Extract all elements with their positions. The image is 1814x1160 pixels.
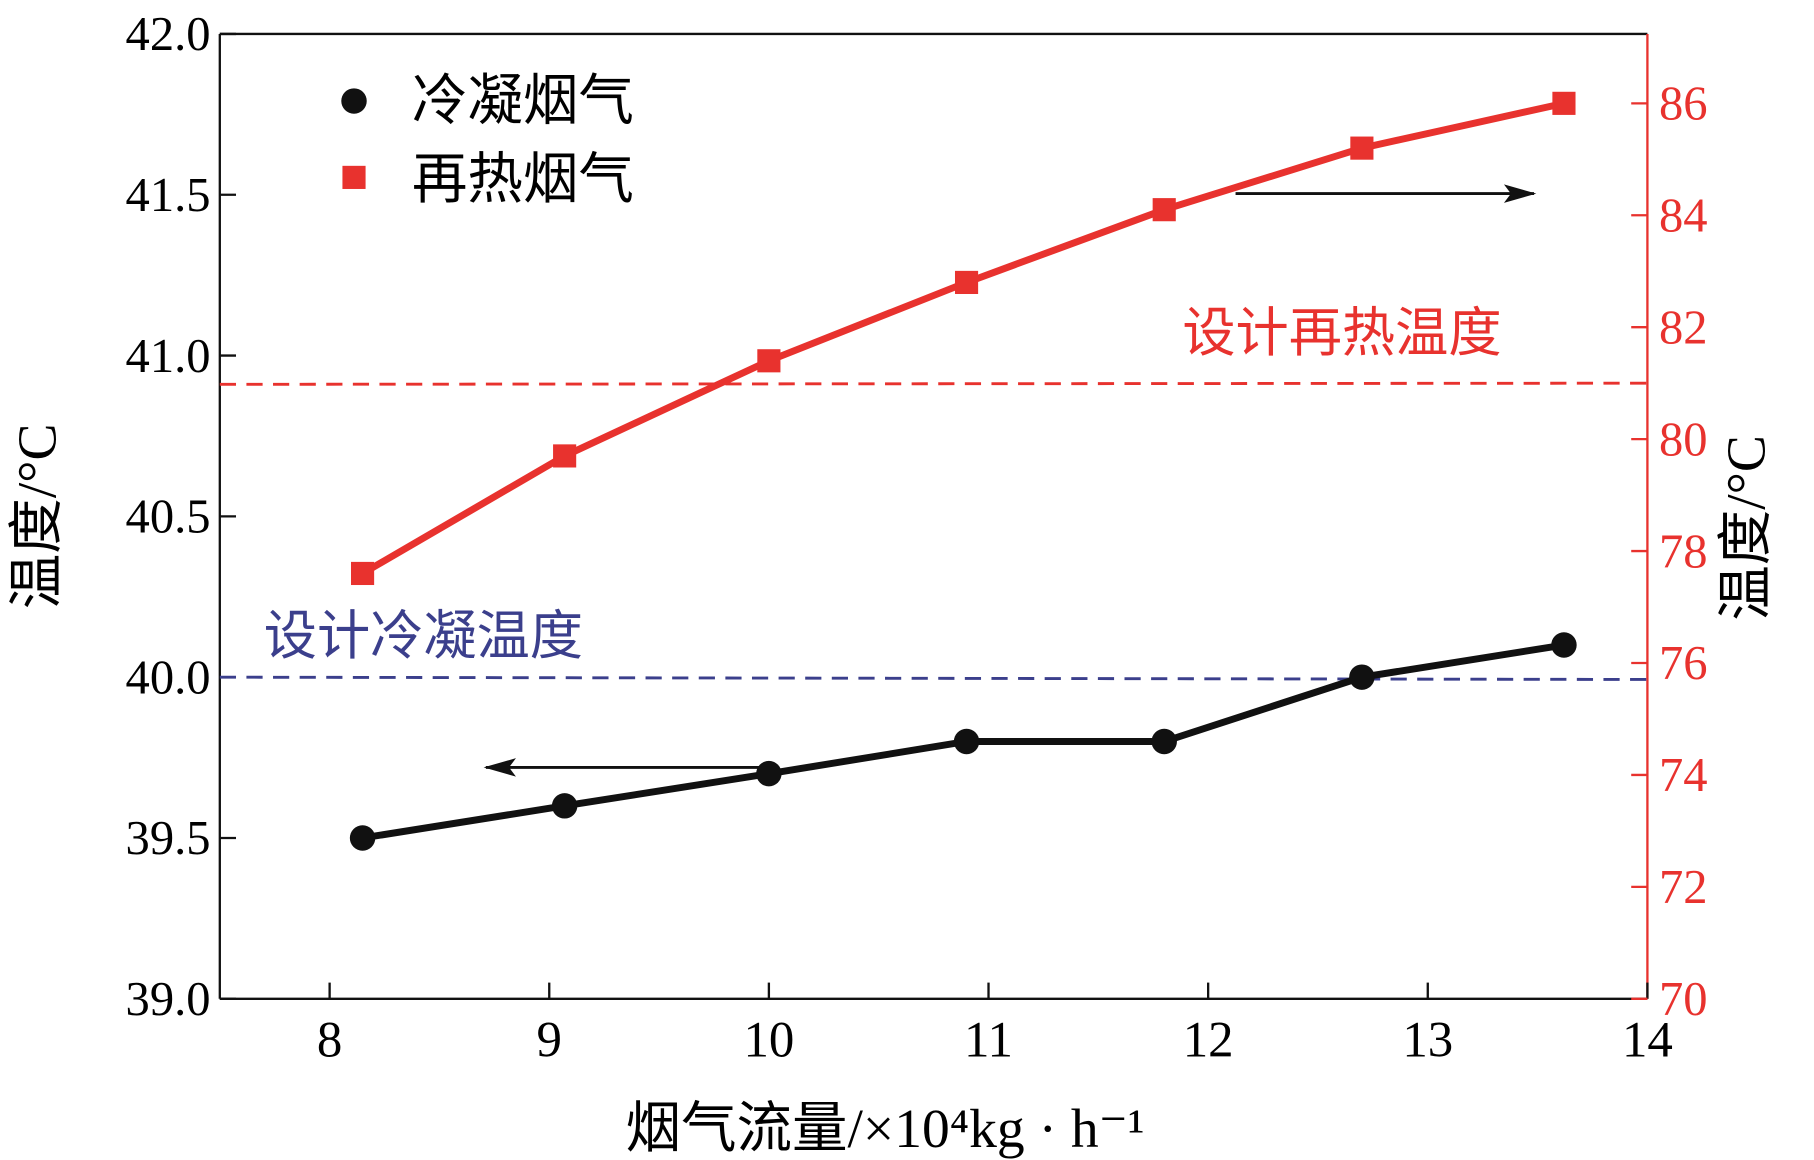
- x-tick-label: 8: [317, 1013, 342, 1069]
- y-left-tick-label: 39.5: [126, 811, 211, 865]
- y-right-tick-label: 74: [1659, 748, 1708, 802]
- condensed-point: [1151, 728, 1177, 755]
- design-reheat-line: [219, 381, 1648, 386]
- y-axis-label-left: 温度/°C: [8, 424, 69, 610]
- reheated-point: [1552, 91, 1576, 115]
- legend-label-condensed: 冷凝烟气: [412, 72, 634, 133]
- design-condense-label: 设计冷凝温度: [264, 607, 583, 666]
- condensed-point: [1349, 664, 1375, 690]
- y-left-tick-label: 40.0: [126, 650, 211, 704]
- x-tick-label: 9: [537, 1013, 562, 1069]
- x-axis-label: 烟气流量/×10⁴kg · h⁻¹: [625, 1099, 1144, 1160]
- x-tick-label: 10: [743, 1013, 794, 1069]
- x-tick-label: 11: [964, 1013, 1013, 1069]
- design-reheat-label: 设计再热温度: [1182, 304, 1501, 363]
- condensed-point: [953, 728, 980, 755]
- condensed-point: [551, 793, 578, 819]
- y-left-tick-label: 41.5: [126, 168, 211, 222]
- x-tick-label: 13: [1402, 1013, 1453, 1069]
- legend-label-reheated: 再热烟气: [412, 150, 634, 211]
- y-right-tick-label: 70: [1659, 972, 1708, 1026]
- x-tick-label: 12: [1183, 1013, 1234, 1069]
- y-axis-label-right: 温度/°C: [1716, 435, 1777, 621]
- y-right-tick-label: 82: [1659, 300, 1708, 354]
- condensed-point: [349, 825, 376, 851]
- y-right-tick-label: 78: [1659, 524, 1708, 578]
- legend-marker-reheated: [342, 165, 366, 189]
- left-arrow-head: [483, 758, 516, 777]
- condensed-point: [1551, 632, 1577, 658]
- x-tick-label: 14: [1622, 1013, 1673, 1069]
- reheated-point: [757, 349, 781, 373]
- condensed-point: [756, 760, 782, 787]
- reheated-point: [1152, 198, 1176, 222]
- y-left-tick-label: 40.5: [126, 490, 211, 544]
- y-left-tick-label: 41.0: [126, 329, 211, 383]
- y-right-tick-label: 72: [1659, 860, 1708, 914]
- reheated-point: [350, 561, 375, 586]
- y-right-tick-label: 80: [1659, 412, 1708, 466]
- reheated-point: [1350, 136, 1374, 160]
- design-condense-line: [219, 675, 1648, 681]
- y-right-tick-label: 84: [1659, 188, 1708, 242]
- y-left-tick-label: 39.0: [126, 972, 211, 1026]
- legend-marker-condensed: [341, 88, 367, 114]
- y-right-tick-label: 76: [1659, 636, 1708, 690]
- y-left-tick-label: 42.0: [126, 7, 211, 61]
- reheated-point: [553, 444, 577, 468]
- y-right-tick-label: 86: [1659, 77, 1708, 131]
- reheated-point: [954, 270, 979, 295]
- right-arrow-head: [1503, 184, 1537, 203]
